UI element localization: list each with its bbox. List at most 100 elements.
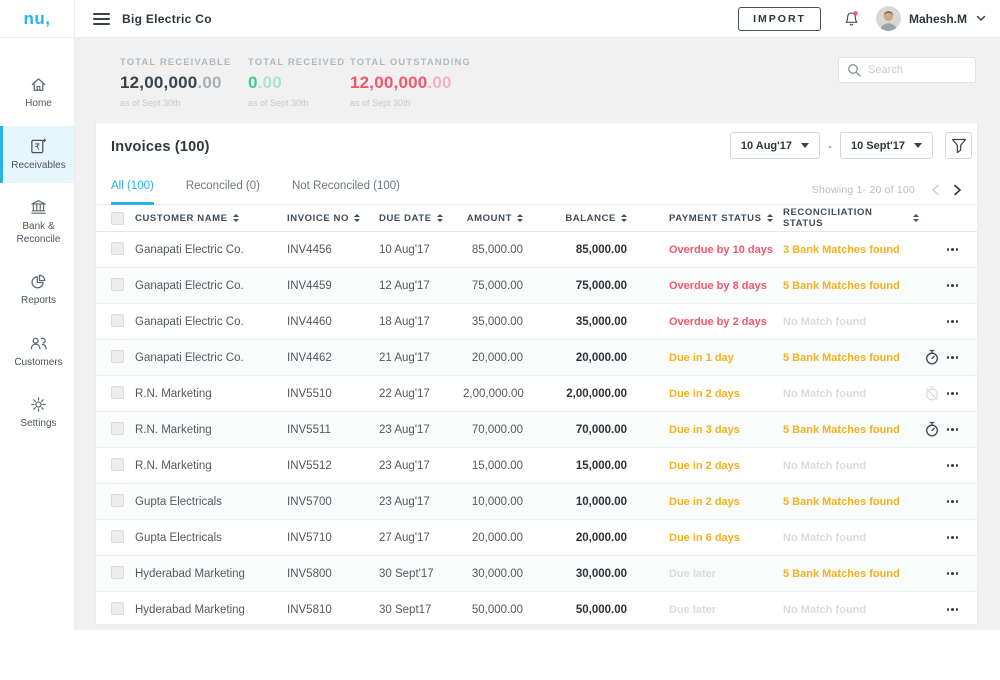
receivables-icon: ₹ [29, 137, 48, 156]
sort-icon [913, 214, 919, 222]
svg-text:₹: ₹ [35, 142, 40, 152]
row-checkbox[interactable] [111, 313, 124, 327]
table-row[interactable]: Ganapati Electric Co. INV4460 18 Aug'17 35,… [96, 304, 977, 340]
row-checkbox[interactable] [111, 529, 124, 543]
date-to-select[interactable]: 10 Sept'17 [840, 132, 933, 159]
balance: 35,000.00 [575, 315, 627, 328]
sidebar-item-home[interactable]: Home [0, 64, 74, 122]
reconciliation-status: 3 Bank Matches found [783, 243, 900, 256]
topbar: nu, Big Electric Co IMPORT Mahesh.M [0, 0, 1000, 38]
payment-status: Due in 3 days [669, 423, 740, 436]
table-row[interactable]: Gupta Electricals INV5700 23 Aug'17 10,000.… [96, 484, 977, 520]
showing-count: Showing 1- 20 of 100 [811, 184, 915, 196]
hamburger-menu-icon[interactable] [93, 12, 110, 25]
row-menu-button[interactable] [946, 500, 959, 503]
table-row[interactable]: Gupta Electricals INV5710 27 Aug'17 20,000.… [96, 520, 977, 556]
due-date: 23 Aug'17 [379, 423, 430, 436]
sidebar-item-bank-reconcile[interactable]: Bank & Reconcile [0, 187, 74, 257]
customer-name: Gupta Electricals [135, 531, 222, 544]
table-row[interactable]: Hyderabad Marketing INV5810 30 Sept17 50,00… [96, 592, 977, 628]
column-header-amount[interactable]: AMOUNT [463, 213, 523, 224]
due-date: 22 Aug'17 [379, 387, 430, 400]
column-header-invoice-no[interactable]: INVOICE NO [287, 213, 379, 224]
row-menu-button[interactable] [946, 572, 959, 575]
column-header-reconciliation-status[interactable]: RECONCILIATION STATUS [783, 207, 919, 229]
timer-icon[interactable] [924, 421, 940, 438]
stat-note: as of Sept 30th [350, 98, 411, 108]
tab-all[interactable]: All (100) [111, 180, 154, 205]
invoices-card: Invoices (100) 10 Aug'17 - 10 Sept'17 [95, 122, 978, 628]
timer-icon[interactable] [924, 349, 940, 366]
sidebar-item-receivables[interactable]: ₹ Receivables [0, 125, 74, 183]
row-checkbox[interactable] [111, 457, 124, 471]
table-row[interactable]: Ganapati Electric Co. INV4462 21 Aug'17 20,… [96, 340, 977, 376]
prev-page-icon[interactable] [931, 184, 940, 196]
table-row[interactable]: Hyderabad Marketing INV5800 30 Sept'17 30,0… [96, 556, 977, 592]
search-input[interactable] [868, 64, 968, 76]
payment-status: Due later [669, 567, 717, 580]
stat-value: 12,00,000.00 [120, 73, 222, 92]
range-separator: - [828, 138, 833, 153]
balance: 10,000.00 [575, 495, 627, 508]
date-from-select[interactable]: 10 Aug'17 [729, 132, 821, 159]
row-menu-button[interactable] [946, 464, 959, 467]
customer-name: Ganapati Electric Co. [135, 351, 244, 364]
filter-button[interactable] [945, 132, 972, 159]
column-header-due-date[interactable]: DUE DATE [379, 213, 463, 224]
balance: 2,00,000.00 [566, 387, 627, 400]
tab-not-reconciled[interactable]: Not Reconciled (100) [291, 180, 401, 192]
row-checkbox[interactable] [111, 493, 124, 507]
row-menu-button[interactable] [946, 248, 959, 251]
payment-status: Overdue by 10 days [669, 243, 773, 256]
search-box[interactable] [838, 57, 976, 83]
column-header-balance[interactable]: BALANCE [523, 213, 627, 224]
next-page-icon[interactable] [953, 184, 962, 196]
reconciliation-status: No Match found [783, 603, 867, 616]
row-menu-button[interactable] [946, 536, 959, 539]
payment-status: Due in 2 days [669, 459, 740, 472]
row-menu-button[interactable] [946, 284, 959, 287]
timer-off-icon[interactable] [924, 385, 940, 402]
invoice-no: INV5710 [287, 531, 332, 544]
column-header-payment-status[interactable]: PAYMENT STATUS [627, 213, 783, 224]
amount: 15,000.00 [471, 459, 523, 472]
table-row[interactable]: Ganapati Electric Co. INV4459 12 Aug'17 75,… [96, 268, 977, 304]
row-checkbox[interactable] [111, 601, 124, 615]
tab-reconciled[interactable]: Reconciled (0) [185, 180, 260, 192]
row-menu-button[interactable] [946, 356, 959, 359]
chevron-down-icon[interactable] [976, 15, 986, 22]
due-date: 30 Sept17 [379, 603, 432, 616]
table-row[interactable]: R.N. Marketing INV5512 23 Aug'17 15,000.00 1… [96, 448, 977, 484]
sidebar-item-settings[interactable]: Settings [0, 384, 74, 442]
user-name[interactable]: Mahesh.M [908, 11, 967, 26]
row-menu-button[interactable] [946, 608, 959, 611]
customer-name: Ganapati Electric Co. [135, 315, 244, 328]
select-all-checkbox[interactable] [111, 211, 124, 225]
avatar[interactable] [875, 6, 901, 31]
import-button[interactable]: IMPORT [738, 6, 821, 31]
row-checkbox[interactable] [111, 277, 124, 291]
row-checkbox[interactable] [111, 565, 124, 579]
table-row[interactable]: Ganapati Electric Co. INV4456 10 Aug'17 85,… [96, 232, 977, 268]
due-date: 12 Aug'17 [379, 279, 430, 292]
brand-logo[interactable]: nu, [0, 0, 75, 38]
table-row[interactable]: R.N. Marketing INV5510 22 Aug'17 2,00,000.0… [96, 376, 977, 412]
balance: 70,000.00 [575, 423, 627, 436]
sidebar-item-reports[interactable]: Reports [0, 261, 74, 319]
invoice-no: INV5511 [287, 423, 331, 436]
column-header-customer-name[interactable]: CUSTOMER NAME [135, 213, 287, 224]
reconciliation-status: 5 Bank Matches found [783, 495, 900, 508]
row-menu-button[interactable] [946, 392, 959, 395]
row-checkbox[interactable] [111, 241, 124, 255]
row-checkbox[interactable] [111, 385, 124, 399]
sidebar-item-customers[interactable]: Customers [0, 323, 74, 381]
row-menu-button[interactable] [946, 428, 959, 431]
row-checkbox[interactable] [111, 349, 124, 363]
row-checkbox[interactable] [111, 421, 124, 435]
table-row[interactable]: R.N. Marketing INV5511 23 Aug'17 70,000.00 7… [96, 412, 977, 448]
payment-status: Due in 6 days [669, 531, 740, 544]
invoice-no: INV5810 [287, 603, 332, 616]
row-menu-button[interactable] [946, 320, 959, 323]
customer-name: R.N. Marketing [135, 387, 212, 400]
notification-bell-icon[interactable] [843, 10, 860, 28]
